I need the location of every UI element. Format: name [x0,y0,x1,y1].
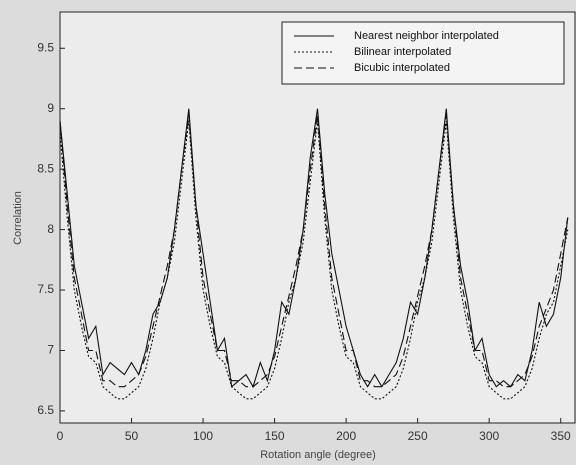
x-tick-label: 50 [125,429,139,443]
legend-label: Bicubic interpolated [354,62,450,74]
y-tick-label: 7.5 [37,282,54,296]
y-tick-label: 8.5 [37,161,54,175]
y-tick-label: 7 [47,343,54,357]
y-tick-label: 9 [47,101,54,115]
x-tick-label: 300 [479,429,499,443]
series-line [59,108,569,389]
x-tick-label: 100 [193,429,213,443]
x-tick-label: 200 [336,429,356,443]
legend-label: Nearest neighbor interpolated [354,30,499,42]
y-tick-label: 9.5 [37,40,54,54]
x-tick-label: 150 [265,429,285,443]
y-tick-label: 8 [47,222,54,236]
series-line [59,120,569,400]
x-tick-label: 0 [57,429,64,443]
x-tick-label: 350 [551,429,571,443]
legend-label: Bilinear interpolated [354,46,451,58]
x-tick-label: 250 [408,429,428,443]
x-axis-title: Rotation angle (degree) [260,449,376,461]
y-axis-title: Correlation [12,191,24,245]
legend-box [281,21,565,85]
y-tick-label: 6.5 [37,403,54,417]
series-line [59,114,569,388]
